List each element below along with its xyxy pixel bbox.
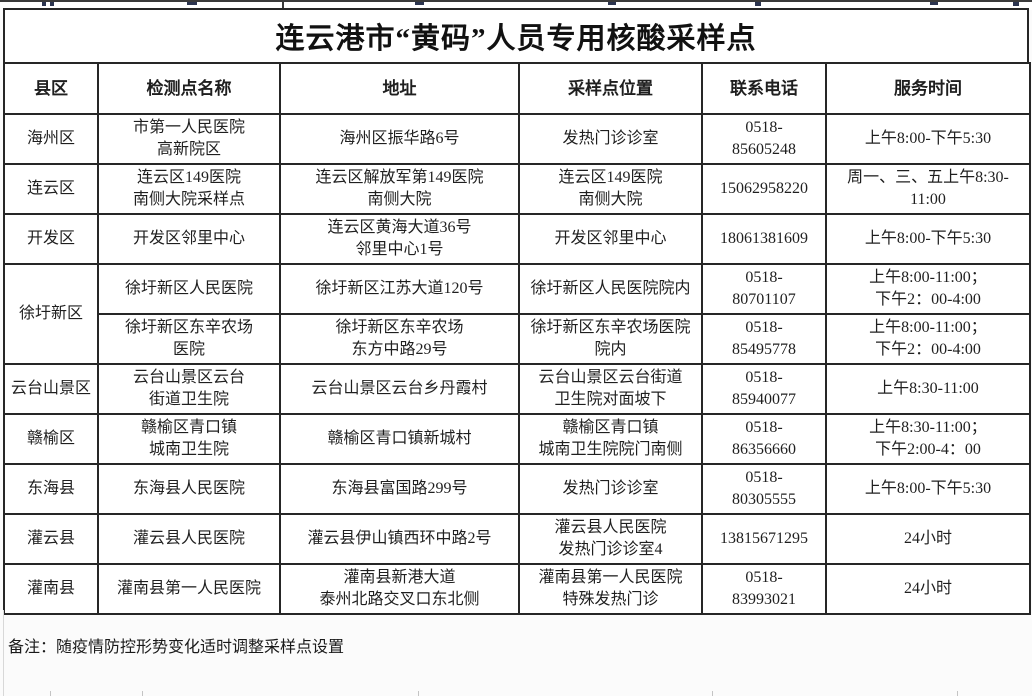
cell-address: 连云区解放军第149医院 南侧大院	[279, 163, 520, 215]
cell-hours: 上午8:30-11:00； 下午2:00-4：00	[825, 413, 1031, 465]
cell-phone: 0518- 85940077	[701, 363, 827, 415]
cell-hours: 周一、三、五上午8:30- 11:00	[825, 163, 1031, 215]
cell-phone: 0518- 85605248	[701, 113, 827, 165]
table-body: 海州区 市第一人民医院 高新院区 海州区振华路6号 发热门诊诊室 0518- 85605…	[3, 113, 1031, 615]
cell-phone: 18061381609	[701, 213, 827, 265]
cell-phone: 0518- 80701107	[701, 263, 827, 315]
cell-district: 徐圩新区	[3, 263, 99, 365]
cell-location: 发热门诊诊室	[518, 113, 703, 165]
header-phone: 联系电话	[701, 62, 827, 115]
cell-phone: 0518- 80305555	[701, 463, 827, 515]
cell-district: 开发区	[3, 213, 99, 265]
cell-location: 云台山景区云台街道 卫生院对面坡下	[518, 363, 703, 415]
cell-location: 徐圩新区人民医院院内	[518, 263, 703, 315]
cell-address: 东海县富国路299号	[279, 463, 520, 515]
table-row: 灌云县 灌云县人民医院 灌云县伊山镇西环中路2号 灌云县人民医院 发热门诊诊室4 138…	[3, 513, 1031, 565]
table-header-row: 县区 检测点名称 地址 采样点位置 联系电话 服务时间	[3, 62, 1031, 115]
cell-site: 开发区邻里中心	[97, 213, 281, 265]
cell-location: 连云区149医院 南侧大院	[518, 163, 703, 215]
cell-site: 徐圩新区东辛农场 医院	[97, 313, 281, 365]
cell-hours: 24小时	[825, 513, 1031, 565]
cell-phone: 15062958220	[701, 163, 827, 215]
cell-district: 灌云县	[3, 513, 99, 565]
cell-hours: 上午8:00-11:00； 下午2：00-4:00	[825, 313, 1031, 365]
table-row: 徐圩新区 徐圩新区人民医院 徐圩新区江苏大道120号 徐圩新区人民医院院内 0518- …	[3, 263, 1031, 365]
table-row: 连云区 连云区149医院 南侧大院采样点 连云区解放军第149医院 南侧大院 连云区1…	[3, 163, 1031, 215]
table-row: 云台山景区 云台山景区云台 街道卫生院 云台山景区云台乡丹霞村 云台山景区云台街道 卫…	[3, 363, 1031, 415]
table-row: 灌南县 灌南县第一人民医院 灌南县新港大道 泰州北路交叉口东北侧 灌南县第一人民医院 …	[3, 563, 1031, 615]
cell-phone: 0518- 85495778	[701, 313, 827, 365]
table-row: 开发区 开发区邻里中心 连云区黄海大道36号 邻里中心1号 开发区邻里中心 180613…	[3, 213, 1031, 265]
top-edge-remnant	[0, 0, 1032, 10]
cell-site: 云台山景区云台 街道卫生院	[97, 363, 281, 415]
cell-site: 徐圩新区人民医院	[97, 263, 281, 315]
header-district: 县区	[3, 62, 99, 115]
cell-phone: 0518- 83993021	[701, 563, 827, 615]
cell-location: 徐圩新区东辛农场医院 院内	[518, 313, 703, 365]
table-row: 海州区 市第一人民医院 高新院区 海州区振华路6号 发热门诊诊室 0518- 85605…	[3, 113, 1031, 165]
cell-hours: 上午8:00-11:00； 下午2：00-4:00	[825, 263, 1031, 315]
table-row: 赣榆区 赣榆区青口镇 城南卫生院 赣榆区青口镇新城村 赣榆区青口镇 城南卫生院院门南侧…	[3, 413, 1031, 465]
cell-location: 发热门诊诊室	[518, 463, 703, 515]
cell-district: 连云区	[3, 163, 99, 215]
cell-address: 灌南县新港大道 泰州北路交叉口东北侧	[279, 563, 520, 615]
header-site-name: 检测点名称	[97, 62, 281, 115]
cell-site: 连云区149医院 南侧大院采样点	[97, 163, 281, 215]
cell-site: 东海县人民医院	[97, 463, 281, 515]
sampling-points-sheet: 连云港市“黄码”人员专用核酸采样点 县区 检测点名称 地址 采样点位置 联系电话…	[3, 8, 1031, 615]
cell-address: 赣榆区青口镇新城村	[279, 413, 520, 465]
cell-hours: 上午8:00-下午5:30	[825, 463, 1031, 515]
cell-location: 灌南县第一人民医院 特殊发热门诊	[518, 563, 703, 615]
cell-district: 赣榆区	[3, 413, 99, 465]
cell-site: 赣榆区青口镇 城南卫生院	[97, 413, 281, 465]
cell-phone: 13815671295	[701, 513, 827, 565]
cell-site: 灌南县第一人民医院	[97, 563, 281, 615]
cell-address: 连云区黄海大道36号 邻里中心1号	[279, 213, 520, 265]
cell-address: 云台山景区云台乡丹霞村	[279, 363, 520, 415]
table-row: 东海县 东海县人民医院 东海县富国路299号 发热门诊诊室 0518- 80305555…	[3, 463, 1031, 515]
cell-address: 灌云县伊山镇西环中路2号	[279, 513, 520, 565]
header-location: 采样点位置	[518, 62, 703, 115]
header-hours: 服务时间	[825, 62, 1031, 115]
cell-hours: 24小时	[825, 563, 1031, 615]
cell-address: 海州区振华路6号	[279, 113, 520, 165]
cell-address: 徐圩新区东辛农场 东方中路29号	[279, 313, 520, 365]
cell-district: 海州区	[3, 113, 99, 165]
cell-site: 灌云县人民医院	[97, 513, 281, 565]
cell-location: 开发区邻里中心	[518, 213, 703, 265]
cell-district: 云台山景区	[3, 363, 99, 415]
header-address: 地址	[279, 62, 520, 115]
cell-district: 灌南县	[3, 563, 99, 615]
footer-note: 备注：随疫情防控形势变化适时调整采样点设置	[8, 639, 345, 656]
cell-district: 东海县	[3, 463, 99, 515]
table-row: 徐圩新区东辛农场 医院 徐圩新区东辛农场 东方中路29号 徐圩新区东辛农场医院 院内…	[4, 313, 1031, 365]
cell-hours: 上午8:30-11:00	[825, 363, 1031, 415]
cell-phone: 0518- 86356660	[701, 413, 827, 465]
cell-location: 灌云县人民医院 发热门诊诊室4	[518, 513, 703, 565]
title-box: 连云港市“黄码”人员专用核酸采样点	[3, 8, 1029, 62]
cell-hours: 上午8:00-下午5:30	[825, 213, 1031, 265]
page-title: 连云港市“黄码”人员专用核酸采样点	[275, 23, 757, 55]
sheet-gridline-left	[3, 610, 4, 696]
cell-hours: 上午8:00-下午5:30	[825, 113, 1031, 165]
cell-location: 赣榆区青口镇 城南卫生院院门南侧	[518, 413, 703, 465]
sampling-points-table: 县区 检测点名称 地址 采样点位置 联系电话 服务时间 海州区 市第一人民医院 高…	[3, 62, 1031, 615]
cell-site: 市第一人民医院 高新院区	[97, 113, 281, 165]
cell-address: 徐圩新区江苏大道120号	[279, 263, 520, 315]
